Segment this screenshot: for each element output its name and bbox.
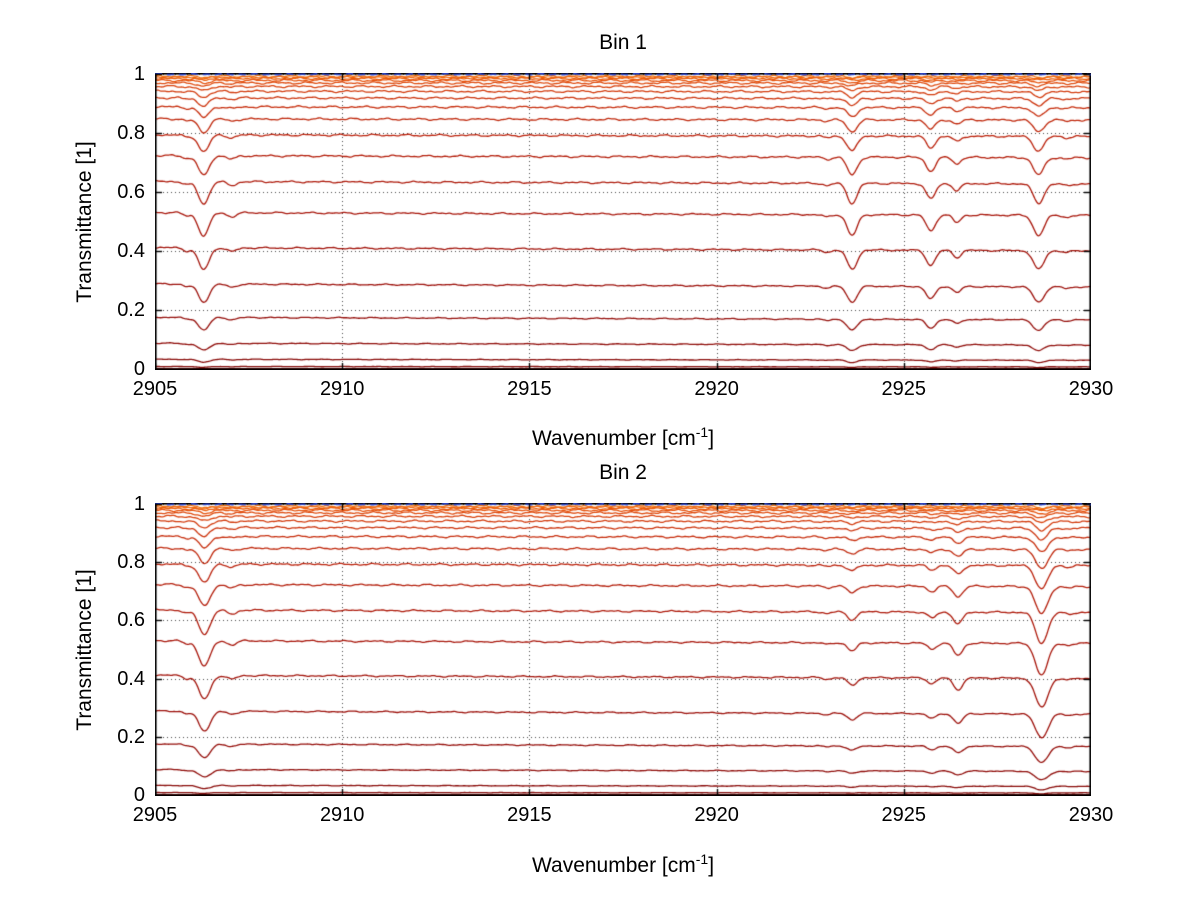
bin1-y-axis-label: Transmittance [1] — [73, 140, 96, 303]
y-tick-label: 1 — [133, 493, 145, 515]
bin2-x-axis-label: Wavenumber [cm-1] — [155, 847, 1091, 878]
x-tick-label: 2930 — [1068, 378, 1114, 400]
y-tick-label: 0.8 — [117, 122, 145, 144]
bin2-x-axis-label-suffix: ] — [708, 854, 715, 877]
bin2-title: Bin 2 — [599, 461, 647, 484]
x-tick-label: 2925 — [881, 804, 927, 826]
x-tick-label: 2920 — [694, 378, 739, 400]
bin1-title: Bin 1 — [599, 31, 647, 54]
x-tick-label: 2920 — [694, 804, 739, 826]
bin1-plot-canvas — [155, 73, 1091, 370]
x-tick-label: 2925 — [881, 378, 927, 400]
x-tick-label: 2910 — [319, 378, 365, 400]
x-tick-label: 2930 — [1068, 804, 1114, 826]
bin2-plot-canvas — [155, 503, 1091, 796]
x-tick-label: 2905 — [132, 378, 178, 400]
bin1-x-axis-label-text: Wavenumber [cm — [531, 427, 696, 450]
y-tick-label: 0 — [133, 784, 145, 806]
y-tick-label: 0.8 — [117, 551, 145, 574]
y-tick-label: 0 — [133, 358, 145, 380]
y-tick-label: 0.2 — [117, 299, 145, 321]
x-tick-label: 2915 — [507, 378, 552, 400]
x-tick-label: 2905 — [132, 804, 178, 826]
y-tick-label: 0.2 — [117, 725, 145, 748]
y-tick-label: 0.6 — [117, 609, 145, 632]
bin1-x-axis-label-sup: -1 — [695, 424, 709, 440]
x-tick-label: 2910 — [319, 804, 365, 826]
y-tick-label: 0.6 — [117, 181, 145, 203]
y-tick-label: 1 — [133, 63, 145, 85]
bin1-x-axis-label: Wavenumber [cm-1] — [155, 420, 1091, 451]
y-tick-label: 0.4 — [117, 667, 145, 690]
x-tick-label: 2915 — [507, 804, 552, 826]
bin2-x-axis-label-text: Wavenumber [cm — [531, 854, 696, 877]
bin2-y-axis-label: Transmittance [1] — [73, 568, 96, 731]
bin2-x-axis-label-sup: -1 — [695, 851, 709, 867]
y-tick-label: 0.4 — [117, 240, 145, 262]
bin1-x-axis-label-suffix: ] — [708, 427, 715, 450]
